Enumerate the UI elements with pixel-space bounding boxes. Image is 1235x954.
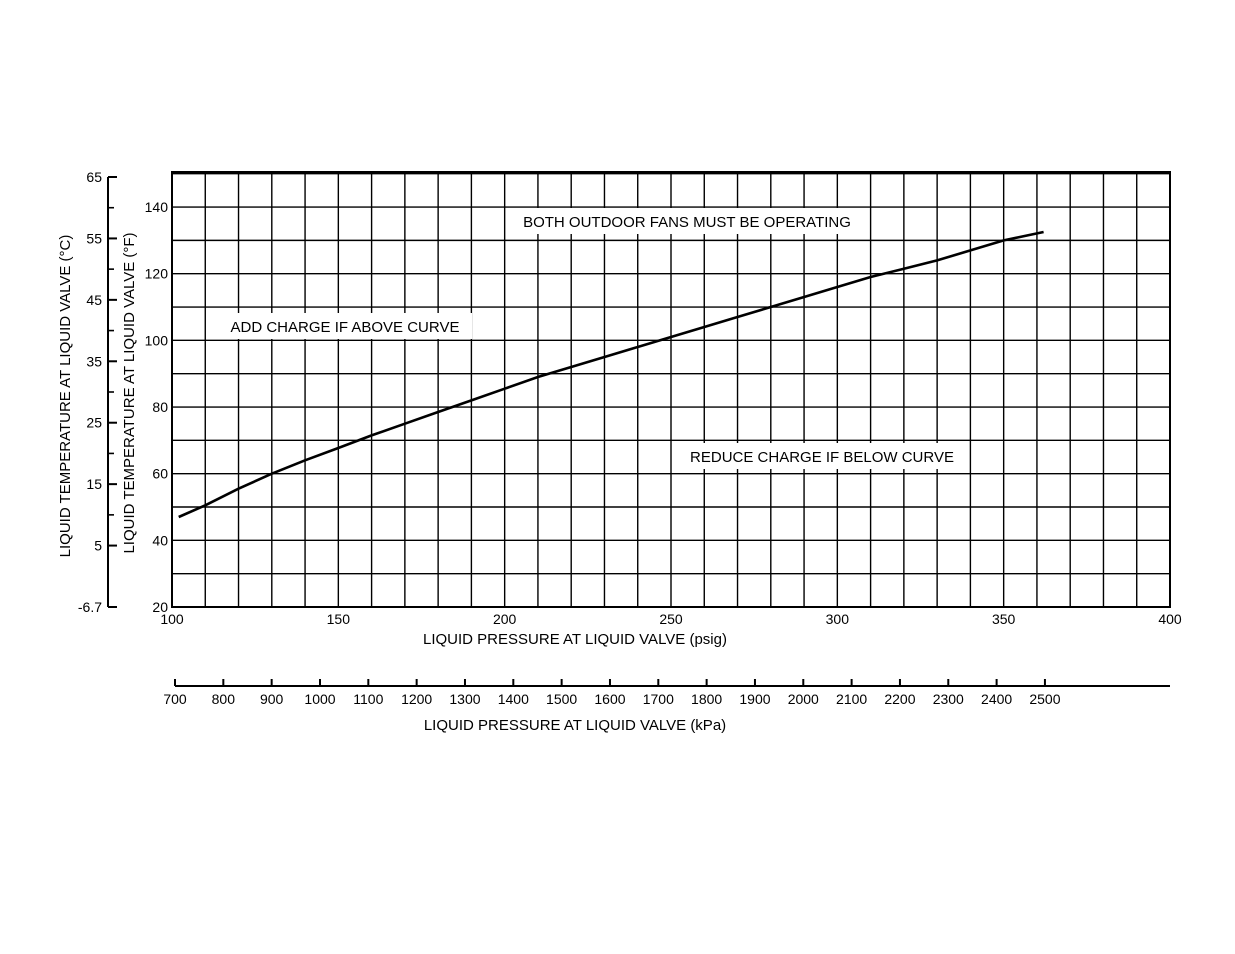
y-tick-label: 60 [152,466,168,482]
x-axis-tick-labels: 100 150 200 250 300 350 400 [160,611,1182,627]
y-tick-label: 80 [152,399,168,415]
annotation-above: ADD CHARGE IF ABOVE CURVE [231,319,460,336]
kpa-tick-label: 1200 [401,691,432,707]
kpa-tick-label: 2200 [884,691,915,707]
kpa-tick-label: 2400 [981,691,1012,707]
y-axis-label: LIQUID TEMPERATURE AT LIQUID VALVE (°F) [121,232,138,553]
x-tick-label: 150 [327,611,351,627]
annotation-top: BOTH OUTDOOR FANS MUST BE OPERATING [523,214,851,231]
x-axis-label: LIQUID PRESSURE AT LIQUID VALVE (psig) [423,631,727,648]
kpa-tick-label: 1900 [739,691,770,707]
kpa-tick-label: 1700 [643,691,674,707]
celsius-tick-label: 15 [86,476,102,492]
celsius-tick-label: 65 [86,169,102,185]
celsius-axis: 65 55 45 35 25 15 5 -6.7 [78,169,117,615]
kpa-tick-label: 1600 [594,691,625,707]
x-tick-label: 400 [1158,611,1182,627]
annotation-top-box: BOTH OUTDOOR FANS MUST BE OPERATING [507,208,867,234]
plot-frame [171,171,1171,608]
y-tick-label: 120 [145,266,169,282]
kpa-tick-label: 800 [212,691,236,707]
y-axis-tick-labels: 20 40 60 80 100 120 140 [145,199,169,615]
x-tick-label: 350 [992,611,1016,627]
kpa-tick-label: 2500 [1029,691,1060,707]
y-tick-label: 20 [152,599,168,615]
y-tick-label: 40 [152,532,168,548]
kpa-axis: 700 800 900 1000 1100 1200 1300 1400 1500 1600 170… [163,679,1170,707]
celsius-tick-label: 55 [86,230,102,246]
y-tick-label: 140 [145,199,169,215]
kpa-tick-label: 700 [163,691,187,707]
kpa-tick-label: 1300 [449,691,480,707]
kpa-axis-label: LIQUID PRESSURE AT LIQUID VALVE (kPa) [424,717,726,734]
annotation-below: REDUCE CHARGE IF BELOW CURVE [690,449,954,466]
kpa-tick-label: 1800 [691,691,722,707]
grid-lines [171,172,1171,608]
x-tick-label: 200 [493,611,517,627]
kpa-tick-label: 1500 [546,691,577,707]
annotation-above-box: ADD CHARGE IF ABOVE CURVE [218,313,472,339]
x-tick-label: 300 [826,611,850,627]
kpa-tick-label: 2000 [788,691,819,707]
kpa-tick-label: 1400 [498,691,529,707]
annotation-below-box: REDUCE CHARGE IF BELOW CURVE [677,443,967,469]
kpa-tick-label: 1100 [353,691,383,707]
celsius-tick-label: 5 [94,538,102,554]
kpa-tick-label: 900 [260,691,284,707]
kpa-tick-label: 2100 [836,691,867,707]
kpa-tick-label: 1000 [304,691,335,707]
x-tick-label: 250 [659,611,683,627]
celsius-tick-label: -6.7 [78,599,102,615]
celsius-tick-label: 45 [86,292,102,308]
x-tick-label: 100 [160,611,184,627]
y-tick-label: 100 [145,332,169,348]
charging-curve-line [178,230,1044,519]
kpa-tick-label: 2300 [933,691,964,707]
celsius-tick-label: 25 [86,415,102,431]
celsius-axis-label: LIQUID TEMPERATURE AT LIQUID VALVE (°C) [57,235,74,558]
celsius-tick-label: 35 [86,353,102,369]
